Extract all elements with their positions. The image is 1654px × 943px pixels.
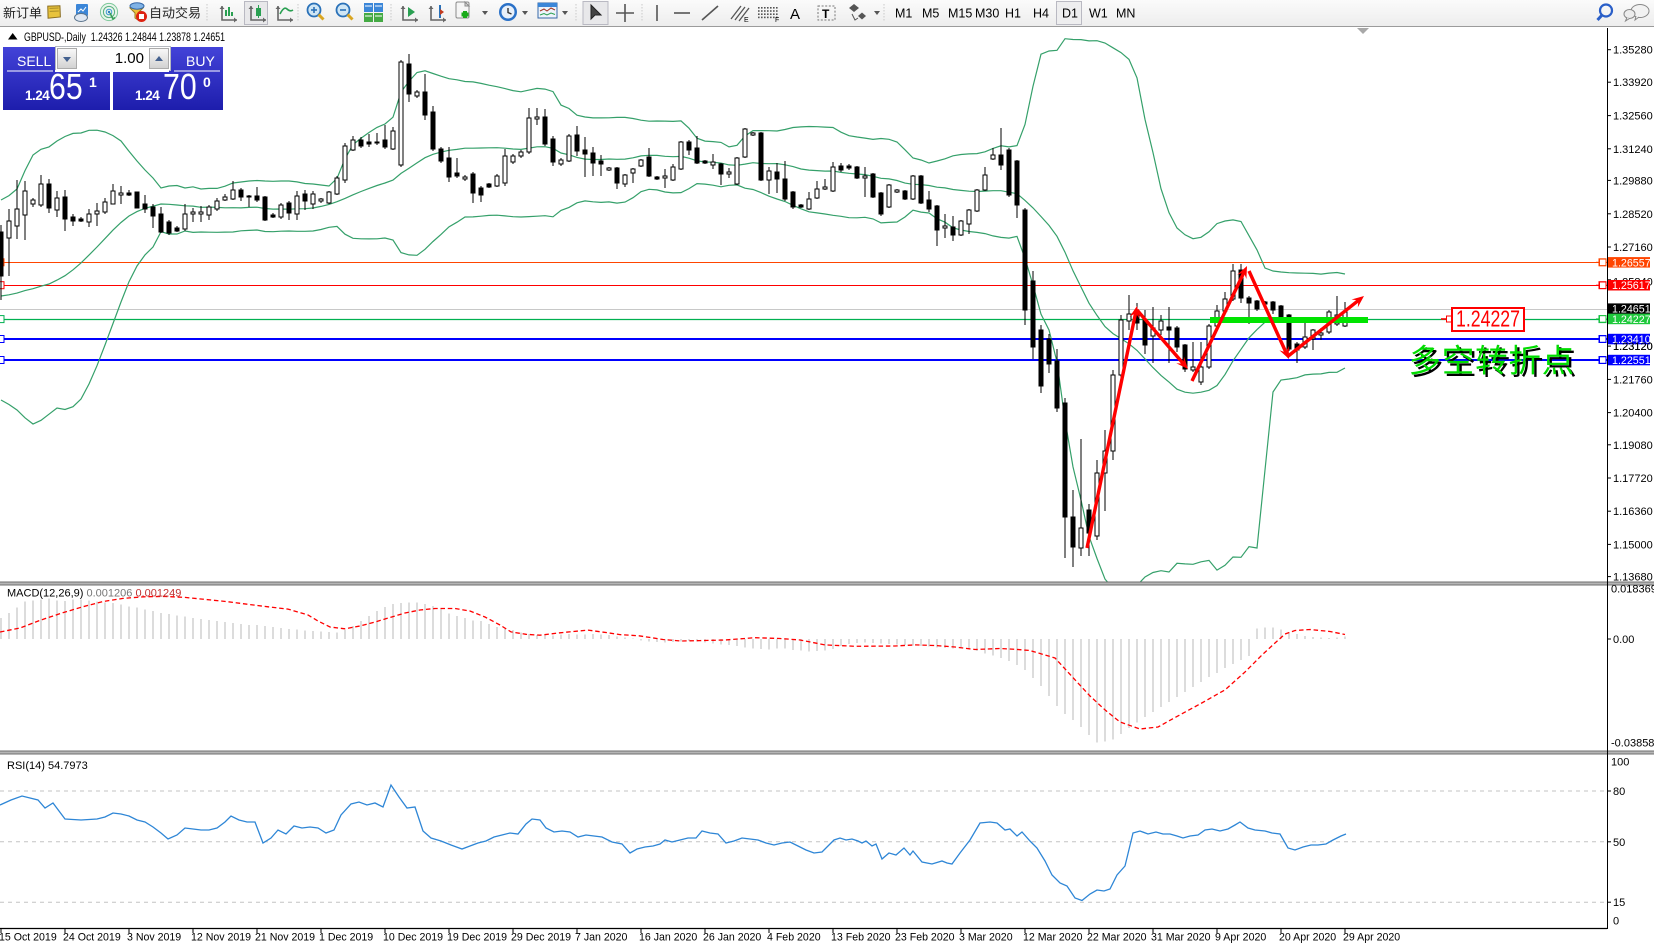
svg-text:23 Feb 2020: 23 Feb 2020	[895, 932, 955, 943]
svg-text:15: 15	[1613, 897, 1625, 909]
svg-text:1.35280: 1.35280	[1613, 45, 1653, 57]
svg-text:1.27160: 1.27160	[1613, 242, 1653, 254]
svg-text:22 Mar 2020: 22 Mar 2020	[1087, 932, 1147, 943]
svg-text:24 Oct 2019: 24 Oct 2019	[63, 932, 121, 943]
svg-text:M15: M15	[948, 7, 972, 21]
svg-text:3 Mar 2020: 3 Mar 2020	[959, 932, 1013, 943]
svg-text:1.24227: 1.24227	[1456, 306, 1520, 332]
svg-text:1.29880: 1.29880	[1613, 175, 1653, 187]
svg-text:29 Dec 2019: 29 Dec 2019	[511, 932, 571, 943]
svg-text:1.21760: 1.21760	[1613, 374, 1653, 386]
svg-text:MACD(12,26,9) 0.001206 0.00124: MACD(12,26,9) 0.001206 0.001249	[7, 588, 181, 600]
svg-text:10 Dec 2019: 10 Dec 2019	[383, 932, 443, 943]
svg-text:0.00: 0.00	[1613, 634, 1634, 646]
svg-text:1.28520: 1.28520	[1613, 209, 1653, 221]
svg-text:13 Feb 2020: 13 Feb 2020	[831, 932, 891, 943]
svg-text:1.23410: 1.23410	[1612, 334, 1651, 346]
svg-text:0: 0	[1613, 916, 1619, 928]
svg-text:W1: W1	[1089, 7, 1108, 21]
svg-text:1.25617: 1.25617	[1612, 280, 1651, 292]
svg-text:1.17720: 1.17720	[1613, 473, 1653, 485]
svg-text:31 Mar 2020: 31 Mar 2020	[1151, 932, 1211, 943]
svg-text:D1: D1	[1062, 7, 1078, 21]
svg-text:1.26557: 1.26557	[1612, 257, 1651, 269]
svg-text:1.13680: 1.13680	[1613, 572, 1653, 584]
svg-text:M5: M5	[922, 7, 939, 21]
svg-text:12 Nov 2019: 12 Nov 2019	[191, 932, 251, 943]
svg-text:1.22551: 1.22551	[1612, 355, 1651, 367]
svg-text:4 Feb 2020: 4 Feb 2020	[767, 932, 821, 943]
svg-text:M30: M30	[975, 7, 999, 21]
svg-text:21 Nov 2019: 21 Nov 2019	[255, 932, 315, 943]
svg-text:50: 50	[1613, 837, 1625, 849]
svg-text:1.16360: 1.16360	[1613, 506, 1653, 518]
svg-text:MN: MN	[1116, 7, 1135, 21]
svg-text:F: F	[775, 17, 779, 24]
svg-text:12 Mar 2020: 12 Mar 2020	[1023, 932, 1083, 943]
svg-text:1.33920: 1.33920	[1613, 77, 1653, 89]
svg-text:19 Dec 2019: 19 Dec 2019	[447, 932, 507, 943]
svg-text:H4: H4	[1033, 7, 1049, 21]
svg-text:7 Jan 2020: 7 Jan 2020	[575, 932, 628, 943]
svg-text:RSI(14) 54.7973: RSI(14) 54.7973	[7, 760, 88, 772]
svg-text:0.018369: 0.018369	[1611, 584, 1654, 596]
svg-text:1.24651: 1.24651	[1612, 304, 1651, 316]
svg-text:3 Nov 2019: 3 Nov 2019	[127, 932, 181, 943]
svg-text:1 Dec 2019: 1 Dec 2019	[319, 932, 373, 943]
svg-text:H1: H1	[1005, 7, 1021, 21]
svg-text:15 Oct 2019: 15 Oct 2019	[0, 932, 57, 943]
svg-text:1.32560: 1.32560	[1613, 111, 1653, 123]
svg-text:9 Apr 2020: 9 Apr 2020	[1215, 932, 1266, 943]
svg-text:29 Apr 2020: 29 Apr 2020	[1343, 932, 1400, 943]
svg-text:1.15000: 1.15000	[1613, 539, 1653, 551]
svg-text:26 Jan 2020: 26 Jan 2020	[703, 932, 761, 943]
svg-text:100: 100	[1611, 757, 1629, 769]
svg-text:T: T	[822, 7, 830, 21]
svg-text:1.24227: 1.24227	[1612, 314, 1651, 326]
svg-text:20 Apr 2020: 20 Apr 2020	[1279, 932, 1336, 943]
svg-text:GBPUSD-,Daily 1.24326 1.24844: GBPUSD-,Daily 1.24326 1.24844 1.23878 1.…	[24, 30, 225, 44]
svg-text:1.20400: 1.20400	[1613, 408, 1653, 420]
svg-text:1.19080: 1.19080	[1613, 440, 1653, 452]
svg-text:80: 80	[1613, 786, 1625, 798]
svg-text:1.31240: 1.31240	[1613, 144, 1653, 156]
svg-text:-0.038585: -0.038585	[1611, 738, 1654, 750]
svg-text:A: A	[790, 6, 800, 23]
svg-text:1.23120: 1.23120	[1613, 341, 1653, 353]
svg-text:M1: M1	[895, 7, 912, 21]
svg-text:16 Jan 2020: 16 Jan 2020	[639, 932, 697, 943]
svg-text:E: E	[744, 17, 749, 24]
